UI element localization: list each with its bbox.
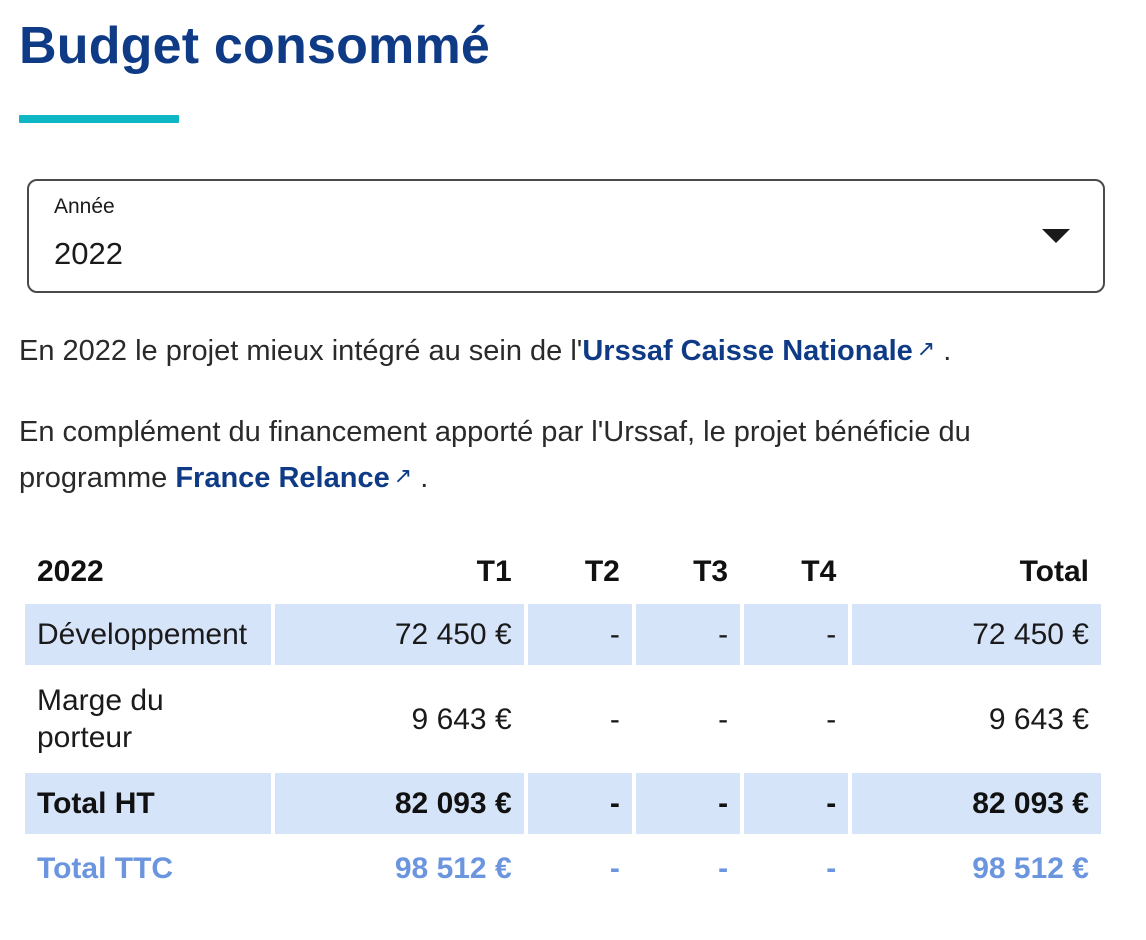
row-label: Marge du porteur — [37, 684, 164, 754]
budget-table: 2022 T1 T2 T3 T4 Total Développement 72 … — [21, 539, 1105, 904]
urssaf-link[interactable]: Urssaf Caisse Nationale ↗ — [582, 335, 935, 367]
cell-t3: - — [718, 852, 729, 885]
cell-t2: - — [609, 852, 620, 885]
header-t2: T2 — [584, 554, 620, 588]
page-title: Budget consommé — [19, 17, 491, 75]
year-select-label: Année — [54, 195, 115, 218]
cell-t1: 82 093 € — [275, 773, 524, 834]
cell-total: 98 512 € — [972, 852, 1089, 885]
cell-t1: 98 512 € — [394, 852, 512, 885]
year-select-value: 2022 — [54, 236, 123, 271]
row-label: Total HT — [25, 773, 271, 834]
funding-text: En complément du financement apporté par… — [19, 416, 971, 494]
row-label: Total TTC — [37, 852, 174, 885]
funding-paragraph: En complément du financement apporté par… — [19, 409, 1119, 503]
urssaf-link-label: Urssaf Caisse Nationale — [582, 335, 913, 367]
table-row: Développement 72 450 € - - - 72 450 € — [25, 604, 1101, 665]
header-total: Total — [1019, 554, 1089, 588]
cell-t3: - — [718, 702, 729, 736]
external-link-icon: ↗ — [393, 463, 413, 488]
title-underline — [19, 115, 179, 123]
year-select[interactable]: Année 2022 — [27, 179, 1105, 293]
table-row: Total HT 82 093 € - - - 82 093 € — [25, 773, 1101, 834]
cell-total: 82 093 € — [852, 773, 1101, 834]
intro-period: . — [943, 335, 952, 367]
cell-t2: - — [527, 604, 632, 665]
header-t4: T4 — [801, 554, 837, 588]
cell-total: 9 643 € — [988, 702, 1089, 736]
cell-t4: - — [744, 773, 849, 834]
cell-t1: 9 643 € — [411, 702, 512, 736]
header-year: 2022 — [37, 554, 104, 588]
intro-text: En 2022 le projet mieux intégré au sein … — [19, 335, 583, 367]
row-label: Développement — [25, 604, 271, 665]
cell-t4: - — [826, 852, 837, 885]
funding-period: . — [420, 462, 429, 494]
cell-t4: - — [744, 604, 849, 665]
header-t3: T3 — [693, 554, 729, 588]
cell-t2: - — [609, 702, 620, 736]
intro-paragraph: En 2022 le projet mieux intégré au sein … — [19, 328, 1119, 376]
france-relance-link-label: France Relance — [175, 462, 390, 494]
table-row: Marge du porteur 9 643 € - - - 9 643 € — [25, 669, 1101, 769]
header-t1: T1 — [476, 554, 512, 588]
table-header-row: 2022 T1 T2 T3 T4 Total — [25, 543, 1101, 600]
external-link-icon: ↗ — [916, 336, 936, 361]
france-relance-link[interactable]: France Relance ↗ — [175, 462, 412, 494]
caret-down-icon — [1042, 229, 1070, 243]
cell-t1: 72 450 € — [275, 604, 524, 665]
cell-t3: - — [635, 773, 741, 834]
cell-t3: - — [635, 604, 741, 665]
cell-t2: - — [527, 773, 632, 834]
table-row: Total TTC 98 512 € - - - 98 512 € — [25, 838, 1101, 900]
cell-total: 72 450 € — [852, 604, 1101, 665]
cell-t4: - — [826, 702, 837, 736]
